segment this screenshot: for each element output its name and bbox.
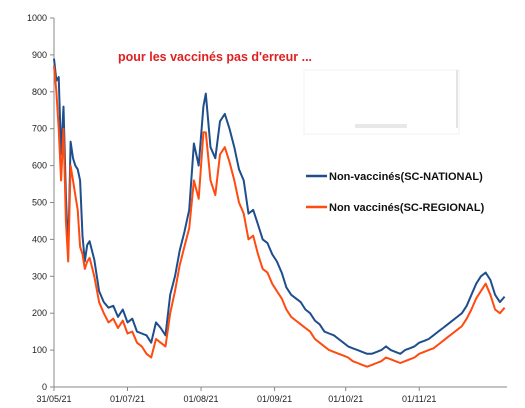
legend-item-national: Non-vaccinés(SC-NATIONAL) — [306, 171, 483, 183]
y-tick-label: 700 — [32, 124, 47, 134]
series-line-regional — [53, 65, 506, 368]
y-tick-label: 1000 — [27, 13, 47, 23]
x-tick-label: 01/08/21 — [184, 394, 219, 404]
x-tick-label: 31/05/21 — [36, 394, 71, 404]
x-tick-label: 01/07/21 — [110, 394, 145, 404]
y-tick-label: 300 — [32, 271, 47, 281]
y-tick-label: 600 — [32, 161, 47, 171]
legend: Non-vaccinés(SC-NATIONAL) Non vaccinés(S… — [306, 171, 485, 214]
y-axis-ticks: 0 100 200 300 400 500 600 700 800 900 1000 — [27, 13, 54, 392]
y-tick-label: 800 — [32, 87, 47, 97]
legend-label-regional: Non vaccinés(SC-REGIONAL) — [329, 202, 485, 214]
y-tick-label: 400 — [32, 234, 47, 244]
y-tick-label: 500 — [32, 198, 47, 208]
legend-label-national: Non-vaccinés(SC-NATIONAL) — [329, 171, 483, 183]
series-line-national — [53, 58, 506, 355]
x-tick-label: 01/09/21 — [257, 394, 292, 404]
x-tick-label: 01/10/21 — [328, 394, 363, 404]
y-tick-label: 100 — [32, 345, 47, 355]
y-tick-label: 0 — [42, 382, 47, 392]
chart-annotation: pour les vaccinés pas d'erreur ... — [118, 50, 312, 64]
y-tick-label: 200 — [32, 308, 47, 318]
redacted-box — [303, 69, 460, 135]
y-tick-label: 900 — [32, 50, 47, 60]
series-layer — [53, 58, 506, 368]
x-tick-label: 01/11/21 — [402, 394, 436, 404]
legend-item-regional: Non vaccinés(SC-REGIONAL) — [306, 202, 485, 214]
x-axis-ticks: 31/05/21 01/07/21 01/08/21 01/09/21 01/10/21… — [36, 387, 436, 404]
